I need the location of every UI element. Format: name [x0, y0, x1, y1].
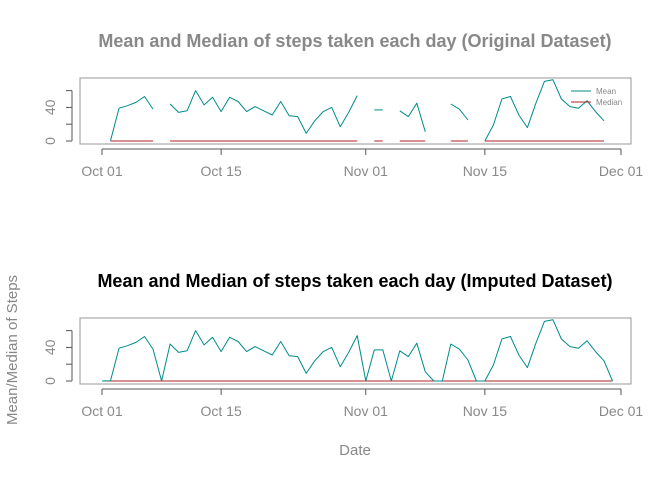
- x-axis-imputed: Oct 01 Oct 15 Nov 01 Nov 15 Dec 01: [81, 388, 644, 419]
- x-tick-label: Nov 01: [344, 403, 389, 419]
- legend-label-mean: Mean: [596, 87, 616, 96]
- x-tick-label: Oct 01: [81, 163, 122, 179]
- legend-label-median: Median: [596, 98, 622, 107]
- chart-title-original: Mean and Median of steps taken each day …: [98, 31, 611, 51]
- mean-series-original: [110, 79, 605, 142]
- mean-line-segment: [450, 103, 469, 121]
- x-tick-label: Oct 01: [81, 403, 122, 419]
- plot-box-original: [79, 77, 632, 145]
- y-axis-original: 0 40: [42, 90, 73, 145]
- chart-title-imputed: Mean and Median of steps taken each day …: [97, 271, 612, 291]
- mean-line-segment: [399, 102, 426, 132]
- plot-box-imputed: [79, 317, 632, 385]
- x-tick-label: Dec 01: [599, 403, 644, 419]
- x-axis-original: Oct 01 Oct 15 Nov 01 Nov 15 Dec 01: [81, 148, 644, 179]
- x-tick-label: Oct 15: [200, 163, 241, 179]
- x-tick-label: Nov 15: [463, 163, 508, 179]
- mean-line-segment: [484, 79, 605, 142]
- mean-line-segment: [169, 90, 358, 134]
- x-tick-label: Oct 15: [200, 403, 241, 419]
- y-axis-imputed: 0 40: [42, 330, 73, 385]
- y-tick-label: 0: [42, 137, 58, 145]
- y-axis-label: Mean/Median of Steps: [4, 275, 21, 425]
- mean-series-imputed: [101, 319, 613, 382]
- x-tick-label: Nov 15: [463, 403, 508, 419]
- y-tick-label: 0: [42, 377, 58, 385]
- mean-line-segment: [101, 319, 613, 382]
- legend-original: Mean Median: [571, 87, 622, 107]
- y-tick-label: 40: [42, 339, 58, 355]
- chart-original: Mean and Median of steps taken each day …: [42, 31, 643, 179]
- x-tick-label: Nov 01: [344, 163, 389, 179]
- mean-line-segment: [110, 96, 154, 141]
- chart-imputed: Mean and Median of steps taken each day …: [42, 271, 643, 419]
- x-tick-label: Dec 01: [599, 163, 644, 179]
- y-tick-label: 40: [42, 99, 58, 115]
- x-axis-label: Date: [339, 442, 371, 459]
